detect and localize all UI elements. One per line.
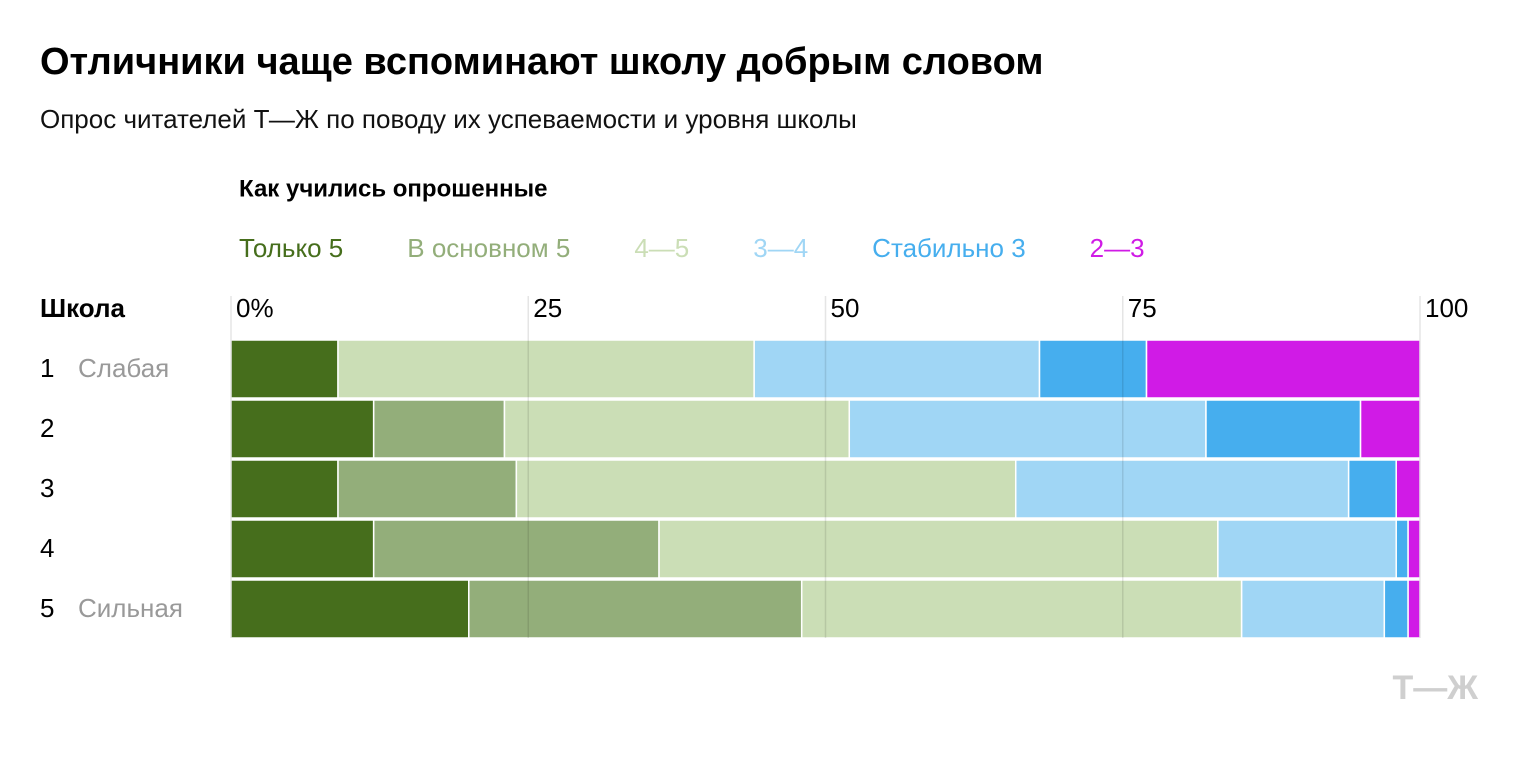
- category-label: 2: [40, 413, 54, 443]
- bar-segment: [230, 459, 339, 519]
- bar-segment: [1347, 459, 1397, 519]
- bar-segment: [337, 339, 755, 399]
- category-label: 4: [40, 533, 54, 563]
- bar-segment: [1205, 399, 1362, 459]
- bar-segment: [230, 339, 339, 399]
- legend-label: 2—3: [1090, 233, 1145, 263]
- chart-subtitle: Опрос читателей Т—Ж по поводу их успевае…: [40, 104, 857, 134]
- category-label: 1: [40, 353, 54, 383]
- bar-segment: [658, 519, 1219, 579]
- bar-segment: [1038, 339, 1148, 399]
- logo: Т—Ж: [1393, 669, 1479, 707]
- category-label: 3: [40, 473, 54, 503]
- bar-segment: [1359, 399, 1421, 459]
- legend-title: Как учились опрошенные: [239, 175, 547, 202]
- bar-segment: [515, 459, 1017, 519]
- category-note: Слабая: [78, 353, 169, 383]
- bar-segment: [1014, 459, 1350, 519]
- x-tick-label: 100: [1425, 293, 1468, 323]
- legend-label: Стабильно 3: [872, 233, 1026, 263]
- bar-segment: [1240, 579, 1386, 639]
- bar-segment: [1407, 519, 1421, 579]
- category-note: Сильная: [78, 593, 183, 623]
- chart-title: Отличники чаще вспоминают школу добрым с…: [40, 41, 1043, 83]
- bar-segment: [230, 519, 375, 579]
- bar-segment: [372, 399, 506, 459]
- x-tick-label: 50: [831, 293, 860, 323]
- bar-segment: [1395, 459, 1421, 519]
- bar-segment: [468, 579, 803, 639]
- bar-segment: [848, 399, 1207, 459]
- bar-segment: [753, 339, 1041, 399]
- bar-segment: [230, 399, 375, 459]
- category-label: 5: [40, 593, 54, 623]
- bar-segment: [1145, 339, 1421, 399]
- bar-segment: [800, 579, 1243, 639]
- legend-label: В основном 5: [407, 233, 570, 263]
- legend-label: 4—5: [634, 233, 689, 263]
- x-tick-label: 0%: [236, 293, 274, 323]
- bar-segment: [372, 519, 660, 579]
- y-axis-label: Школа: [40, 293, 126, 323]
- bar-segment: [1395, 519, 1409, 579]
- bar-segment: [337, 459, 518, 519]
- x-tick-label: 75: [1128, 293, 1157, 323]
- bar-segment: [1407, 579, 1421, 639]
- legend-label: 3—4: [753, 233, 808, 263]
- bar-segment: [503, 399, 851, 459]
- x-tick-label: 25: [533, 293, 562, 323]
- bar-segment: [1217, 519, 1397, 579]
- bar-segment: [1383, 579, 1409, 639]
- legend-label: Только 5: [239, 233, 343, 263]
- bar-segment: [230, 579, 470, 639]
